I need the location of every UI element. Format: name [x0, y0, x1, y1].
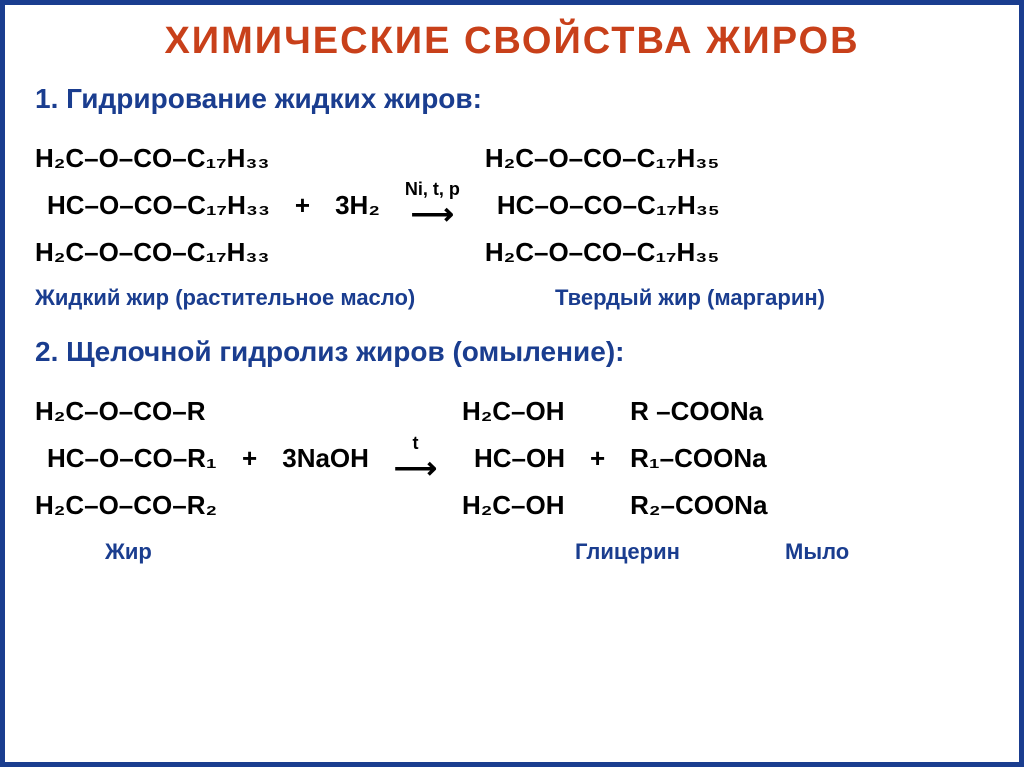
- label-glycerin: Глицерин: [575, 539, 785, 565]
- slide-title: ХИМИЧЕСКИЕ СВОЙСТВА ЖИРОВ: [35, 20, 989, 63]
- formula-line: R –COONa: [630, 388, 767, 435]
- label-liquid-fat: Жидкий жир (растительное масло): [35, 285, 555, 311]
- arrow-icon: ⟶: [394, 454, 437, 484]
- reaction-1: H₂C–O–CO–C₁₇H₃₃ HC–O–CO–C₁₇H₃₃ H₂C–O–CO–…: [35, 135, 989, 275]
- formula-line: H₂C–O–CO–C₁₇H₃₅: [485, 229, 720, 276]
- formula-line: H₂C–O–CO–C₁₇H₃₅: [485, 135, 720, 182]
- section2-heading: 2. Щелочной гидролиз жиров (омыление):: [35, 336, 989, 368]
- reaction-2: H₂C–O–CO–R HC–O–CO–R₁ H₂C–O–CO–R₂ + 3NaO…: [35, 388, 989, 528]
- reaction-arrow: Ni, t, p ⟶: [405, 180, 460, 230]
- reaction1-labels: Жидкий жир (растительное масло) Твердый …: [35, 285, 989, 311]
- formula-line: H₂C–OH: [462, 388, 565, 435]
- product-tristearin: H₂C–O–CO–C₁₇H₃₅ HC–O–CO–C₁₇H₃₅ H₂C–O–CO–…: [485, 135, 720, 275]
- reaction-arrow: t ⟶: [394, 434, 437, 484]
- reagent-triolein: H₂C–O–CO–C₁₇H₃₃ HC–O–CO–C₁₇H₃₃ H₂C–O–CO–…: [35, 135, 270, 275]
- formula-line: HC–OH: [462, 435, 565, 482]
- section1-heading: 1. Гидрирование жидких жиров:: [35, 83, 989, 115]
- formula-line: H₂C–O–CO–C₁₇H₃₃: [35, 135, 270, 182]
- plus-sign: +: [590, 443, 605, 474]
- label-soap: Мыло: [785, 539, 849, 565]
- formula-line: HC–O–CO–C₁₇H₃₃: [35, 182, 270, 229]
- formula-line: HC–O–CO–R₁: [35, 435, 217, 482]
- formula-line: R₂–COONa: [630, 482, 767, 529]
- formula-line: R₁–COONa: [630, 435, 767, 482]
- slide-frame: ХИМИЧЕСКИЕ СВОЙСТВА ЖИРОВ 1. Гидрировани…: [0, 0, 1024, 767]
- formula-line: HC–O–CO–C₁₇H₃₅: [485, 182, 720, 229]
- formula-line: H₂C–O–CO–C₁₇H₃₃: [35, 229, 270, 276]
- plus-sign: +: [242, 443, 257, 474]
- naoh: 3NaOH: [282, 443, 369, 474]
- formula-line: H₂C–OH: [462, 482, 565, 529]
- label-solid-fat: Твердый жир (маргарин): [555, 285, 825, 311]
- hydrogen: 3H₂: [335, 190, 380, 221]
- arrow-icon: ⟶: [411, 200, 454, 230]
- formula-line: H₂C–O–CO–R₂: [35, 482, 217, 529]
- label-fat: Жир: [35, 539, 575, 565]
- product-glycerin: H₂C–OH HC–OH H₂C–OH: [462, 388, 565, 528]
- reagent-fat: H₂C–O–CO–R HC–O–CO–R₁ H₂C–O–CO–R₂: [35, 388, 217, 528]
- formula-line: H₂C–O–CO–R: [35, 388, 217, 435]
- product-soap: R –COONa R₁–COONa R₂–COONa: [630, 388, 767, 528]
- plus-sign: +: [295, 190, 310, 221]
- arrow-condition: t: [412, 434, 418, 452]
- arrow-condition: Ni, t, p: [405, 180, 460, 198]
- reaction2-labels: Жир Глицерин Мыло: [35, 539, 989, 565]
